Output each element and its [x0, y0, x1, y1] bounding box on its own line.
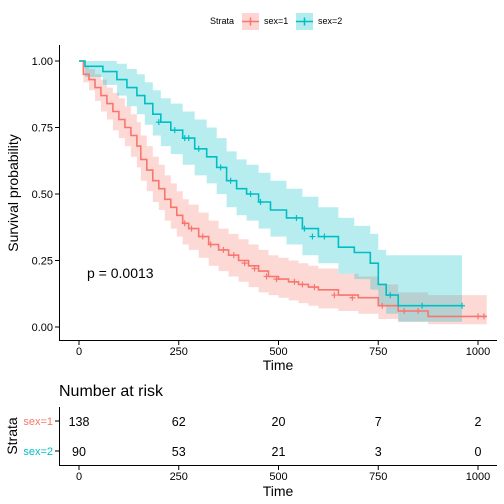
censor-mark — [349, 294, 356, 301]
risk-x-tick-label: 500 — [269, 471, 287, 483]
risk-table: sex=1 138 62 20 7 2 sex=2 90 53 21 3 0 0 250 500 750 100… — [23, 415, 490, 483]
censor-mark — [227, 177, 234, 184]
x-tick-label: 500 — [269, 346, 287, 358]
risk-cell: 21 — [272, 445, 286, 459]
survival-curve-sex2 — [79, 60, 462, 307]
risk-x-tick-label: 0 — [76, 471, 82, 483]
censor-mark — [475, 313, 481, 320]
legend-title: Strata — [210, 16, 234, 26]
censor-mark — [309, 233, 316, 240]
censor-mark — [217, 164, 224, 171]
risk-table-title: Number at risk — [59, 383, 164, 400]
risk-cell: 2 — [475, 415, 482, 429]
risk-cell: 62 — [172, 415, 186, 429]
censor-mark — [251, 265, 258, 272]
risk-x-tick-label: 250 — [170, 471, 188, 483]
risk-x-axis-title: Time — [263, 483, 294, 499]
risk-cell: 0 — [475, 445, 482, 459]
censor-mark — [293, 214, 300, 221]
censor-mark — [321, 233, 328, 240]
censor-mark — [171, 127, 178, 134]
legend-label-sex2: sex=2 — [318, 16, 342, 26]
y-tick-label: 1.00 — [32, 56, 53, 68]
censor-mark — [299, 281, 306, 288]
censor-mark — [199, 233, 206, 240]
risk-row-label: sex=1 — [23, 416, 53, 428]
censor-mark — [230, 252, 237, 259]
censor-mark — [387, 292, 394, 299]
censor-mark — [401, 308, 408, 315]
risk-row-label: sex=2 — [23, 446, 53, 458]
censor-mark — [419, 302, 426, 309]
y-tick-label: 0.75 — [32, 123, 53, 135]
risk-cell: 53 — [172, 445, 186, 459]
p-value-annotation: p = 0.0013 — [87, 265, 154, 281]
risk-cell: 3 — [375, 445, 382, 459]
censor-mark — [273, 276, 280, 283]
risk-x-tick-label: 1000 — [466, 471, 490, 483]
legend-key-sex1 — [242, 13, 259, 30]
censor-mark — [415, 308, 422, 315]
survival-axes: 0.00 0.25 0.50 0.75 1.00 0 250 500 750 1000 — [32, 56, 491, 358]
risk-cell: 90 — [72, 445, 86, 459]
ci-band-sex2 — [79, 61, 462, 322]
legend: Strata sex=1 sex=2 — [210, 13, 342, 30]
censor-mark — [301, 225, 308, 232]
x-axis-title: Time — [263, 357, 294, 373]
censor-mark — [155, 119, 162, 126]
censor-mark — [195, 145, 202, 152]
y-axis-title: Survival probability — [5, 134, 21, 252]
censor-mark — [379, 302, 386, 309]
censor-mark — [331, 292, 338, 299]
x-tick-label: 1000 — [466, 346, 490, 358]
censor-mark — [241, 260, 248, 267]
legend-label-sex1: sex=1 — [264, 16, 288, 26]
y-tick-label: 0.50 — [32, 189, 53, 201]
censor-mark — [185, 135, 192, 142]
censor-mark — [263, 273, 270, 280]
legend-key-sex2 — [296, 13, 313, 30]
risk-y-axis-title: Strata — [4, 417, 20, 455]
censor-mark — [311, 284, 318, 291]
censor-mark — [220, 246, 227, 253]
censor-mark — [247, 191, 254, 197]
censor-mark — [257, 198, 264, 205]
risk-cell: 138 — [69, 415, 90, 429]
risk-cell: 7 — [375, 415, 382, 429]
censor-mark — [181, 220, 188, 227]
risk-x-tick-label: 750 — [369, 471, 387, 483]
censor-mark — [188, 225, 195, 232]
ci-band-sex1 — [79, 61, 487, 325]
survival-panel — [79, 60, 487, 325]
risk-cell: 20 — [272, 415, 286, 429]
x-tick-label: 250 — [170, 346, 188, 358]
censor-mark — [291, 278, 298, 285]
x-tick-label: 750 — [369, 346, 387, 358]
y-tick-label: 0.00 — [32, 322, 53, 334]
censor-mark — [459, 302, 466, 309]
censor-mark — [207, 241, 214, 248]
x-tick-label: 0 — [76, 346, 82, 358]
y-tick-label: 0.25 — [32, 256, 53, 268]
censor-mark — [480, 313, 487, 320]
